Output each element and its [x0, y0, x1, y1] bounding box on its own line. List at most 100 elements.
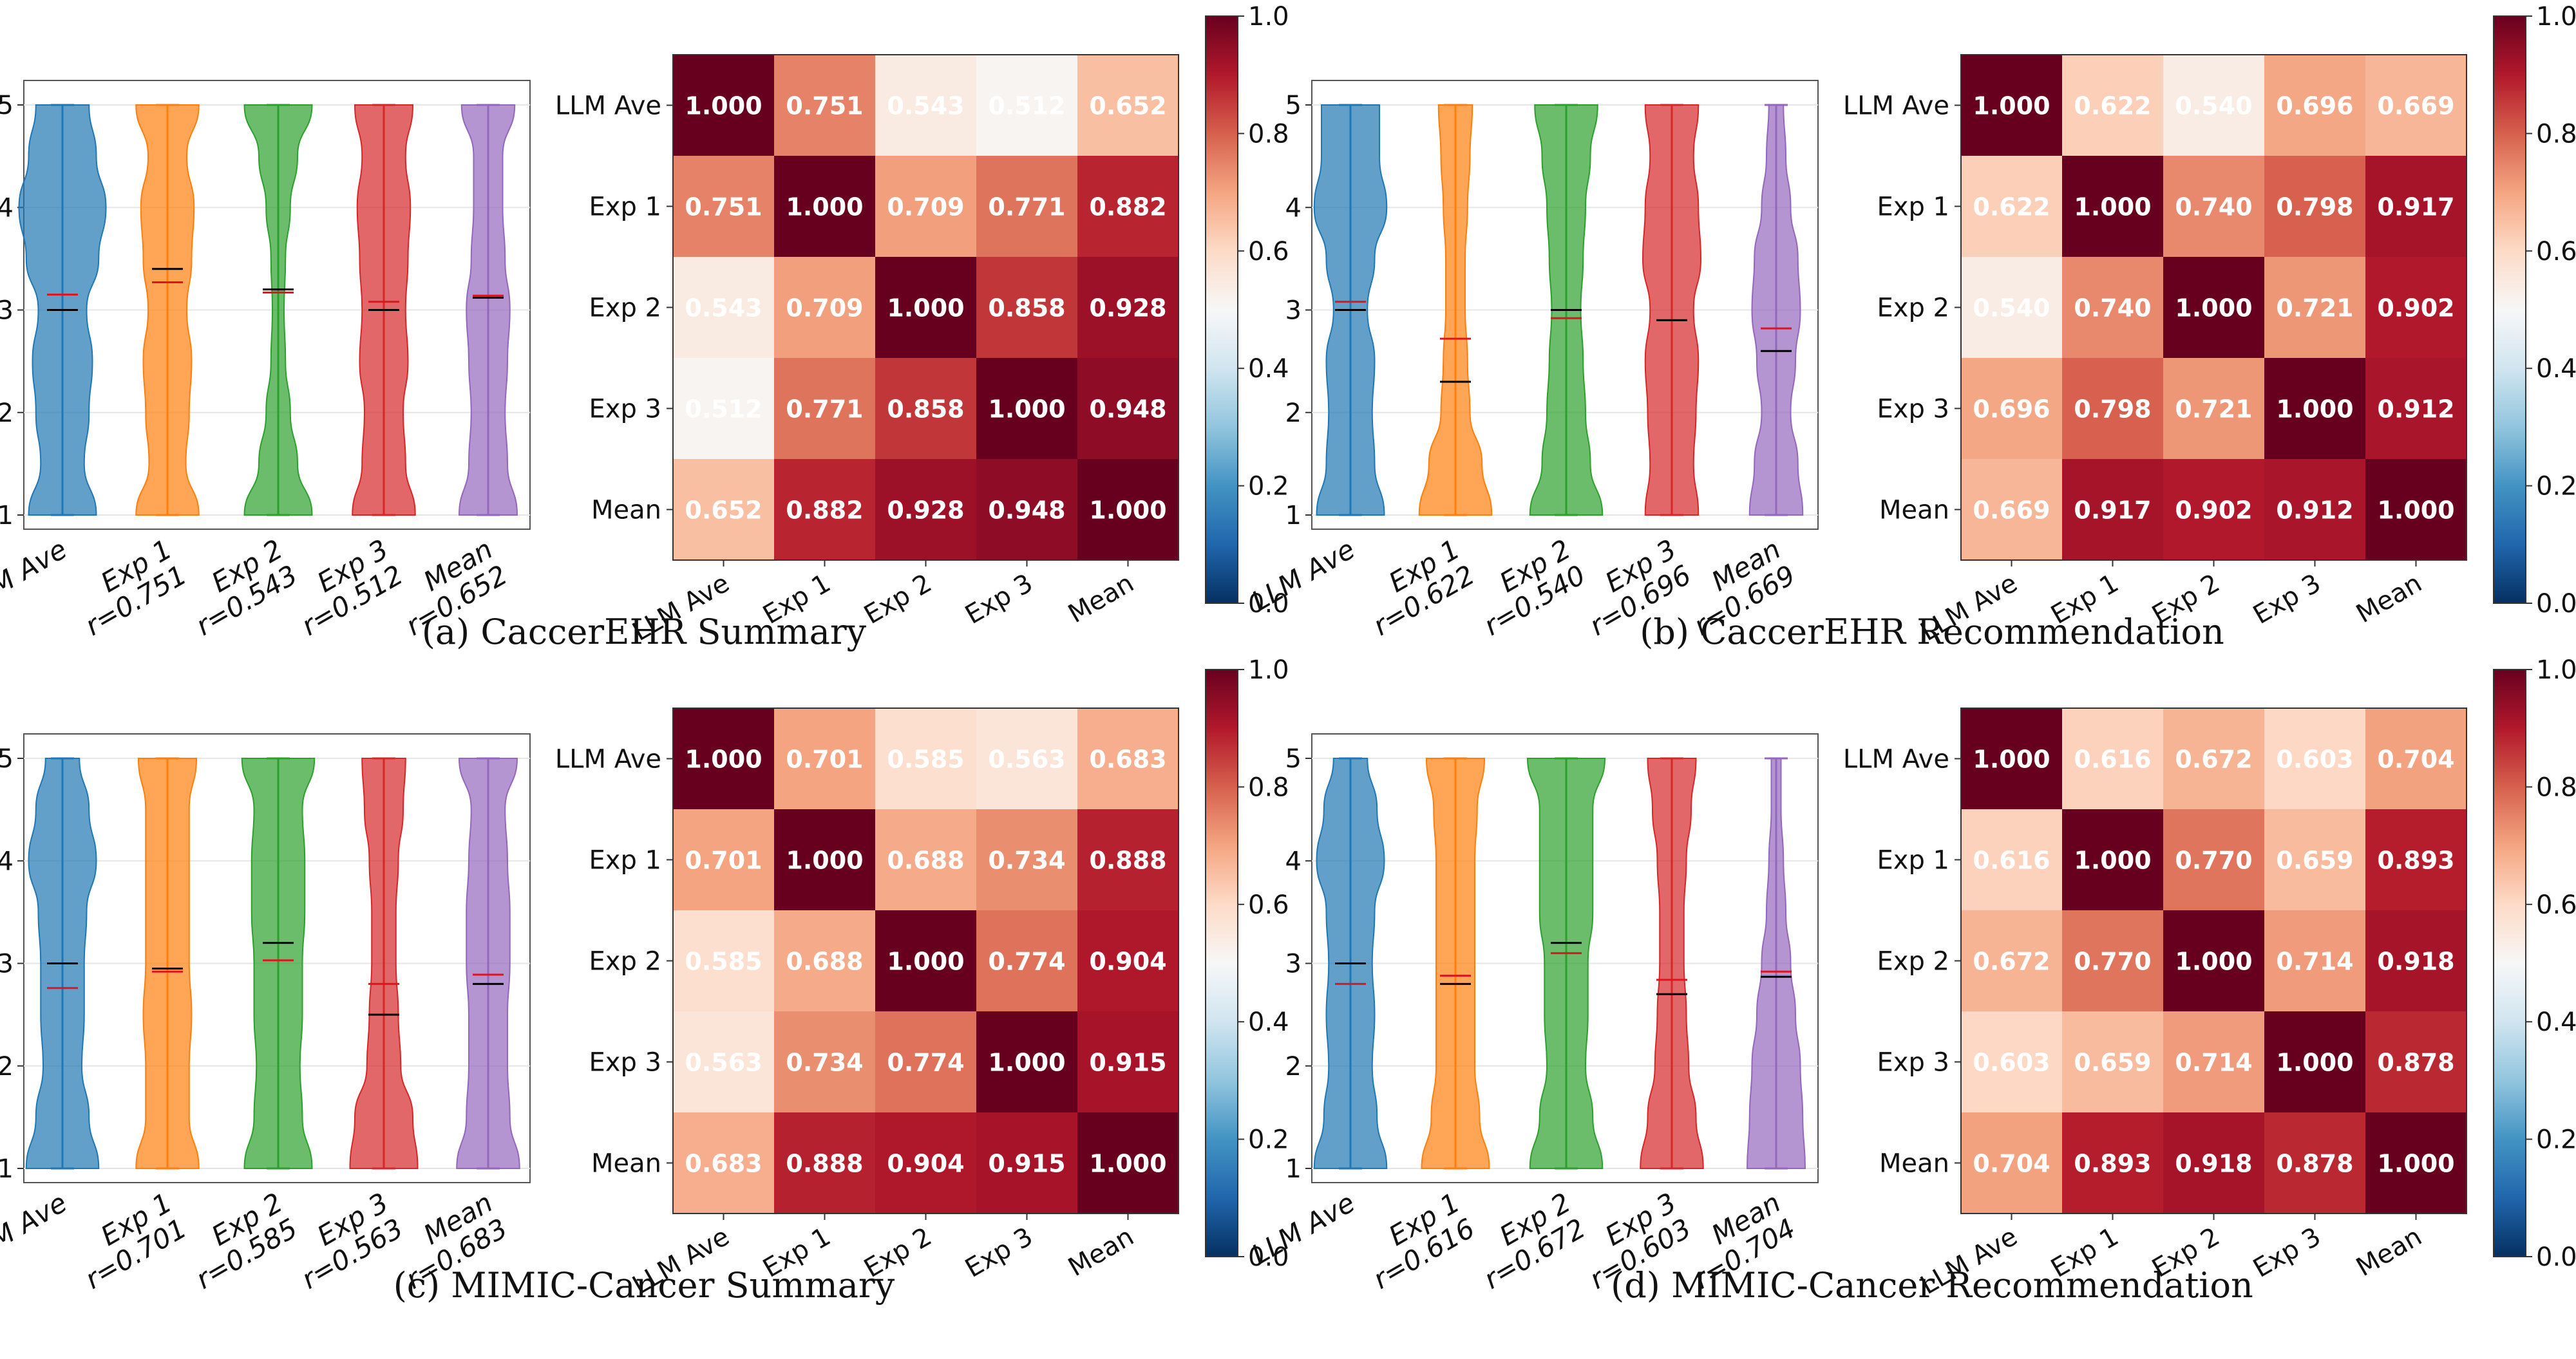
cell-value-label: 0.917 — [2074, 496, 2151, 525]
y-tick-label: 3 — [1285, 296, 1302, 326]
cell-value-label: 0.774 — [887, 1049, 964, 1077]
x-tick-label: LLM Ave — [0, 533, 72, 617]
cell-value-label: 0.904 — [887, 1150, 964, 1178]
heatmap-row-label: LLM Ave — [1843, 745, 1949, 774]
cell-value-label: 0.683 — [1089, 745, 1166, 774]
heatmap-cell — [774, 1011, 875, 1112]
heatmap-cell — [2264, 910, 2365, 1011]
x-tick-label-group: Exp 1r=0.751 — [80, 533, 192, 642]
x-tick-label-group: Exp 2r=0.672 — [1479, 1186, 1591, 1295]
cell-value-label: 0.540 — [1973, 294, 2050, 323]
heatmap-cell — [2365, 55, 2467, 156]
x-tick-label: LLM Ave — [1246, 1186, 1360, 1270]
violin-plot: 1 2 3 4 5 LLM Ave Exp 1r=0.701 Exp 2r=0.585 Exp … — [0, 733, 531, 1295]
heatmap-row-label: LLM Ave — [555, 745, 661, 774]
cell-value-label: 0.948 — [1089, 395, 1166, 424]
cell-value-label: 0.696 — [1973, 395, 2050, 424]
heatmap-row-label: Exp 1 — [589, 846, 662, 876]
cell-value-label: 0.585 — [685, 948, 762, 976]
heatmap-cell — [774, 1112, 875, 1214]
heatmap-cell — [976, 55, 1077, 156]
heatmap-cell — [976, 156, 1077, 257]
cell-value-label: 0.622 — [2074, 92, 2151, 120]
heatmap-cell — [1077, 708, 1179, 809]
heatmap-cell — [1961, 156, 2062, 257]
colorbar-tick-label: 0.0 — [1248, 589, 1289, 619]
heatmap-cell — [673, 809, 774, 910]
cell-value-label: 0.902 — [2175, 496, 2252, 525]
cell-value-label: 1.000 — [887, 948, 964, 976]
panel-caption: (a) CaccerEHR Summary — [422, 612, 867, 652]
cell-value-label: 1.000 — [988, 1049, 1065, 1077]
cell-value-label: 1.000 — [2074, 847, 2151, 875]
heatmap-cell — [774, 156, 875, 257]
heatmap-row-label: Exp 1 — [589, 192, 662, 222]
cell-value-label: 0.912 — [2377, 395, 2454, 424]
x-tick-label-group: Exp 1r=0.701 — [80, 1186, 192, 1295]
colorbar-tick-label: 1.0 — [2536, 655, 2576, 685]
cell-value-label: 0.683 — [685, 1150, 762, 1178]
heatmap-cell — [976, 459, 1077, 560]
y-tick-label: 1 — [1285, 1154, 1302, 1184]
colorbar-tick-label: 0.2 — [1248, 1125, 1289, 1155]
y-tick-label: 2 — [1285, 1052, 1302, 1082]
cell-value-label: 1.000 — [2175, 948, 2252, 976]
cell-value-label: 1.000 — [786, 193, 863, 221]
heatmap-cell — [976, 358, 1077, 459]
heatmap-cell — [2163, 257, 2264, 358]
heatmap-cell — [2264, 708, 2365, 809]
heatmap-cell — [774, 809, 875, 910]
heatmap-cell — [2163, 1011, 2264, 1112]
cell-value-label: 0.915 — [988, 1150, 1065, 1178]
colorbar-tick-label: 0.2 — [2536, 1125, 2576, 1155]
heatmap-cell — [1077, 1112, 1179, 1214]
heatmap-cell — [875, 1011, 976, 1112]
heatmap-cell — [774, 257, 875, 358]
heatmap-cell — [1077, 459, 1179, 560]
heatmap-cell — [2062, 55, 2163, 156]
heatmap-cell — [2163, 156, 2264, 257]
colorbar-tick-label: 0.0 — [2536, 589, 2576, 619]
y-tick-label: 5 — [1285, 91, 1302, 120]
cell-value-label: 0.770 — [2074, 948, 2151, 976]
heatmap-col-label: Exp 3 — [960, 568, 1037, 630]
x-tick-label-group: LLM Ave — [1246, 1186, 1360, 1270]
cell-value-label: 0.696 — [2276, 92, 2353, 120]
cell-value-label: 0.902 — [2377, 294, 2454, 323]
heatmap-cell — [2163, 55, 2264, 156]
heatmap-cell — [2062, 1112, 2163, 1214]
heatmap-cell — [2365, 708, 2467, 809]
heatmap-cell — [774, 358, 875, 459]
cell-value-label: 0.563 — [685, 1049, 762, 1077]
cell-value-label: 0.714 — [2175, 1049, 2252, 1077]
colorbar-tick-label: 1.0 — [1248, 2, 1289, 32]
heatmap-cell — [673, 55, 774, 156]
cell-value-label: 0.774 — [988, 948, 1065, 976]
cell-value-label: 1.000 — [1973, 92, 2050, 120]
heatmap-cell — [2163, 809, 2264, 910]
y-tick-label: 1 — [0, 1154, 14, 1184]
heatmap-cell — [2264, 358, 2365, 459]
heatmap-cell — [875, 1112, 976, 1214]
heatmap-cell — [673, 459, 774, 560]
heatmap-cell — [2264, 1011, 2365, 1112]
heatmap-cell — [2062, 358, 2163, 459]
heatmap-cell — [1077, 358, 1179, 459]
cell-value-label: 1.000 — [685, 745, 762, 774]
heatmap-cell — [1961, 257, 2062, 358]
cell-value-label: 0.721 — [2276, 294, 2353, 323]
cell-value-label: 1.000 — [2377, 1150, 2454, 1178]
heatmap-cell — [875, 358, 976, 459]
heatmap-cell — [1961, 1112, 2062, 1214]
y-tick-label: 4 — [1285, 847, 1302, 876]
heatmap-row-label: Exp 3 — [589, 395, 662, 424]
cell-value-label: 1.000 — [2377, 496, 2454, 525]
colorbar-bar — [2493, 669, 2526, 1257]
cell-value-label: 0.751 — [786, 92, 863, 120]
heatmap-cell — [976, 910, 1077, 1011]
x-tick-label-group: Exp 1r=0.616 — [1368, 1186, 1480, 1295]
heatmap-cell — [2264, 459, 2365, 560]
panel-caption: (b) CaccerEHR Recommendation — [1640, 612, 2224, 652]
heatmap: 1.000 0.701 0.585 0.563 0.683 0.701 1.000 0.688… — [555, 708, 1179, 1300]
